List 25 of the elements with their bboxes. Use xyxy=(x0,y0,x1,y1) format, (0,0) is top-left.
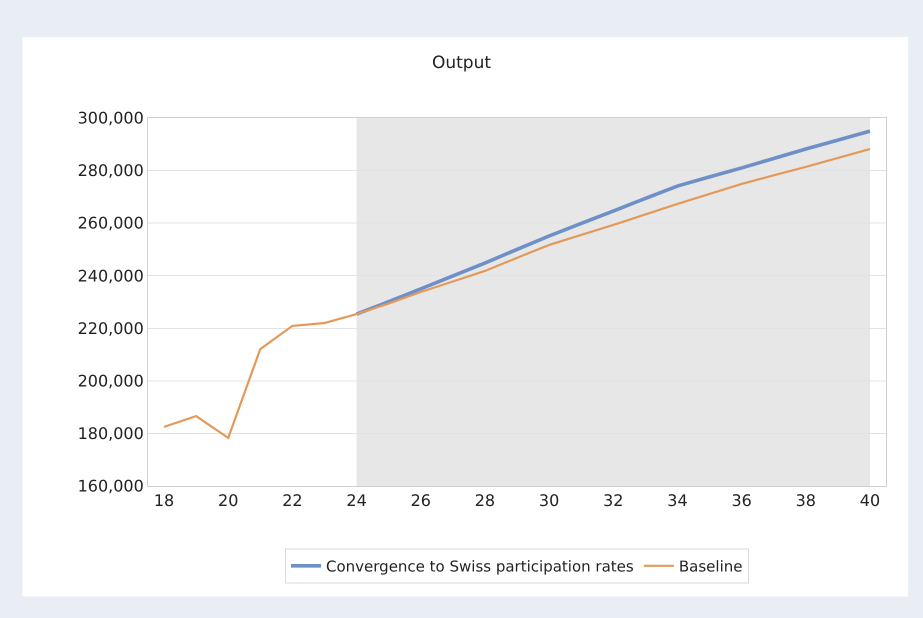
legend-label: Baseline xyxy=(678,558,742,576)
x-tick-label: 20 xyxy=(218,491,238,510)
x-tick-label: 36 xyxy=(731,491,752,510)
x-tick-label: 34 xyxy=(667,491,688,510)
line-series xyxy=(162,148,872,439)
x-tick-label: 32 xyxy=(603,491,624,510)
y-tick-label: 280,000 xyxy=(78,161,144,180)
x-tick-label: 40 xyxy=(860,491,880,510)
x-tick-label: 26 xyxy=(410,491,431,510)
line-series xyxy=(354,129,872,316)
y-tick-label: 160,000 xyxy=(78,476,144,496)
legend-label: Convergence to Swiss participation rates xyxy=(326,558,634,576)
y-tick-label: 300,000 xyxy=(78,108,144,128)
y-tick-label: 240,000 xyxy=(78,266,144,286)
y-tick-label: 200,000 xyxy=(78,371,144,390)
y-tick-label: 220,000 xyxy=(78,318,144,338)
x-tick-label: 30 xyxy=(538,491,560,510)
x-tick-label: 28 xyxy=(474,491,496,510)
y-tick-label: 180,000 xyxy=(78,424,144,444)
chart-title: Output xyxy=(432,52,492,73)
x-tick-label: 22 xyxy=(282,491,303,510)
y-tick-label: 260,000 xyxy=(78,214,144,233)
x-tick-label: 38 xyxy=(796,491,816,510)
x-tick-label: 18 xyxy=(154,491,174,510)
x-tick-label: 24 xyxy=(346,491,367,510)
